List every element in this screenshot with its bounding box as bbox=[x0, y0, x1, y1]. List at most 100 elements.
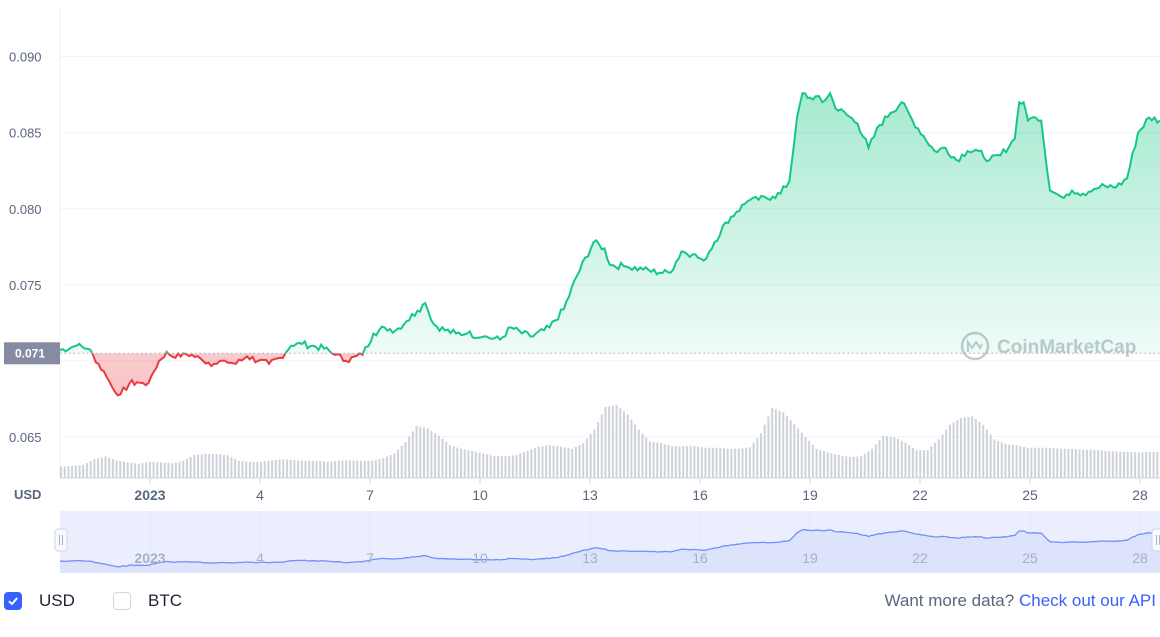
volume-bar bbox=[700, 447, 703, 478]
volume-bar bbox=[422, 427, 425, 478]
volume-bar bbox=[85, 463, 88, 478]
volume-bar bbox=[1145, 452, 1148, 478]
volume-bar bbox=[878, 440, 881, 478]
volume-bar bbox=[419, 426, 422, 478]
volume-bar bbox=[908, 445, 911, 478]
volume-bar bbox=[619, 408, 622, 478]
volume-bar bbox=[441, 438, 444, 478]
volume-bar bbox=[989, 434, 992, 478]
volume-bar bbox=[1041, 447, 1044, 478]
volume-bar bbox=[319, 461, 322, 478]
volume-bar bbox=[478, 452, 481, 478]
volume-bar bbox=[604, 407, 607, 478]
volume-bar bbox=[941, 434, 944, 478]
volume-bar bbox=[1063, 448, 1066, 478]
volume-bar bbox=[1067, 448, 1070, 478]
volume-bar bbox=[726, 448, 729, 478]
volume-bar bbox=[815, 448, 818, 478]
volume-bar bbox=[534, 448, 537, 478]
api-link[interactable]: Check out our API bbox=[1018, 591, 1156, 610]
volume-bar bbox=[1030, 447, 1033, 478]
volume-bar bbox=[926, 449, 929, 478]
volume-bar bbox=[922, 450, 925, 478]
volume-bar bbox=[663, 444, 666, 478]
price-series bbox=[60, 91, 1160, 397]
volume-bar bbox=[334, 461, 337, 478]
navigator-tick-label: 10 bbox=[472, 550, 488, 566]
volume-bar bbox=[582, 443, 585, 478]
btc-checkbox-box[interactable] bbox=[113, 592, 131, 610]
volume-bar bbox=[371, 460, 374, 478]
volume-bar bbox=[278, 459, 281, 478]
volume-bar bbox=[745, 447, 748, 478]
navigator-selection[interactable] bbox=[60, 511, 1160, 573]
price-chart[interactable]: CoinMarketCap 0.071 0.0900.0850.0800.075… bbox=[0, 0, 1160, 580]
y-tick-label: 0.065 bbox=[9, 430, 42, 445]
volume-bar bbox=[252, 461, 255, 478]
volume-bar bbox=[256, 461, 259, 478]
volume-bar bbox=[715, 447, 718, 478]
volume-bar bbox=[111, 459, 114, 478]
volume-bar bbox=[689, 446, 692, 478]
volume-bar bbox=[345, 460, 348, 478]
volume-bar bbox=[982, 424, 985, 478]
volume-bar bbox=[219, 454, 222, 478]
volume-bar bbox=[956, 420, 959, 478]
volume-bar bbox=[719, 448, 722, 478]
volume-bar bbox=[167, 463, 170, 478]
volume-bar bbox=[145, 462, 148, 478]
navigator-left-handle[interactable] bbox=[54, 528, 68, 552]
volume-bar bbox=[1034, 447, 1037, 478]
navigator-tick-label: 4 bbox=[256, 550, 264, 566]
volume-bar bbox=[704, 447, 707, 478]
volume-bar bbox=[971, 416, 974, 478]
volume-bar bbox=[871, 448, 874, 478]
volume-bar bbox=[434, 433, 437, 478]
usd-checkbox-box[interactable] bbox=[4, 592, 22, 610]
volume-bar bbox=[456, 447, 459, 478]
volume-bar bbox=[1137, 452, 1140, 478]
volume-bar bbox=[356, 460, 359, 478]
navigator-line bbox=[59, 529, 1160, 568]
volume-bar bbox=[348, 460, 351, 478]
volume-bar bbox=[137, 463, 140, 478]
volume-bar bbox=[652, 442, 655, 478]
volume-bar bbox=[289, 459, 292, 478]
price-chart-svg[interactable]: CoinMarketCap 0.071 0.0900.0850.0800.075… bbox=[0, 0, 1160, 580]
volume-bar bbox=[960, 418, 963, 478]
navigator-tick-label: 7 bbox=[366, 550, 374, 566]
volume-bar bbox=[882, 435, 885, 478]
volume-bar bbox=[374, 459, 377, 478]
usd-checkbox[interactable]: USD bbox=[4, 591, 75, 611]
navigator-tick-label: 22 bbox=[912, 550, 928, 566]
volume-bar bbox=[556, 446, 559, 478]
volume-bar bbox=[797, 428, 800, 478]
volume-bar bbox=[1148, 451, 1151, 478]
volume-bar bbox=[163, 462, 166, 478]
volume-bar bbox=[97, 458, 100, 478]
volume-bar bbox=[234, 458, 237, 478]
y-tick-label: 0.085 bbox=[9, 126, 42, 141]
volume-bar bbox=[189, 456, 192, 478]
volume-bar bbox=[674, 446, 677, 478]
volume-bar bbox=[974, 419, 977, 478]
x-tick-label: 22 bbox=[912, 487, 928, 503]
volume-bar bbox=[1104, 450, 1107, 478]
volume-bar bbox=[426, 428, 429, 478]
volume-bar bbox=[574, 446, 577, 478]
volume-bar bbox=[911, 447, 914, 478]
volume-bar bbox=[785, 416, 788, 478]
volume-bar bbox=[500, 456, 503, 478]
navigator[interactable]: 2023 4 7 10 13 16 19 22 25 28 bbox=[54, 511, 1160, 573]
x-tick-label: 25 bbox=[1022, 487, 1038, 503]
navigator-tick-label: 25 bbox=[1022, 550, 1038, 566]
btc-checkbox[interactable]: BTC bbox=[113, 591, 182, 611]
navigator-right-handle[interactable] bbox=[1151, 528, 1160, 552]
volume-bar bbox=[537, 446, 540, 478]
navigator-tick-label: 19 bbox=[802, 550, 818, 566]
volume-bar bbox=[382, 458, 385, 478]
volume-bar bbox=[837, 455, 840, 478]
volume-bar bbox=[741, 448, 744, 478]
volume-bar bbox=[563, 447, 566, 478]
volume-bar bbox=[545, 445, 548, 478]
